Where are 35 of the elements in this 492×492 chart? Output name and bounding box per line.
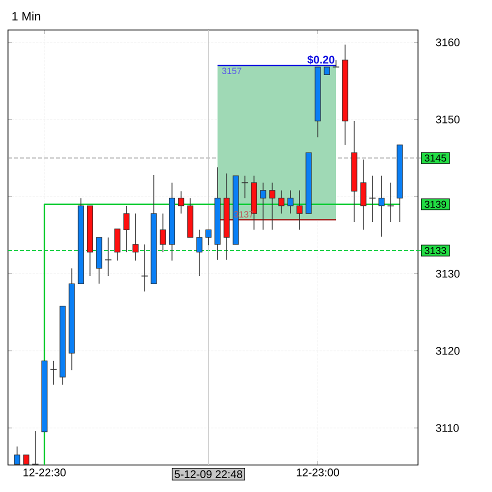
chart-title: 1 Min (12, 12, 40, 20)
ref-line-label: 3133 (424, 247, 446, 254)
candlestick (14, 446, 20, 465)
candlestick (104, 237, 112, 276)
y-tick-label: 3160 (436, 38, 460, 46)
candlestick (378, 175, 385, 238)
candlestick (160, 213, 166, 253)
candlestick (387, 182, 394, 222)
y-tick-label: 3110 (436, 424, 459, 432)
candlestick (260, 182, 266, 230)
annotation: 3157 (222, 68, 242, 74)
ref-line-label: 5-12-09 22:48 (174, 470, 242, 478)
candlestick (141, 244, 148, 292)
x-tick-label: 12-23:00 (296, 468, 340, 476)
candlestick (287, 190, 294, 214)
candlestick (360, 159, 366, 230)
candlestick (178, 190, 184, 214)
candlestick (296, 190, 303, 230)
x-tick-label: 12-22:30 (24, 468, 66, 476)
y-tick-label: 3120 (436, 346, 460, 355)
candlestick (196, 229, 202, 276)
candlestick (50, 360, 58, 386)
text: 3139 (424, 200, 446, 208)
y-tick-label: 3130 (436, 270, 460, 278)
annotation: $0.20 (307, 55, 334, 64)
candlestick (278, 190, 284, 214)
candlestick (23, 454, 30, 465)
candlestick (269, 182, 276, 230)
candlestick (114, 228, 120, 262)
candlestick (132, 213, 139, 262)
candlestick (368, 175, 376, 222)
y-tick-label: 3150 (436, 116, 460, 124)
candlestick (205, 229, 212, 246)
ref-line-label: 3145 (424, 154, 446, 162)
candlestick (123, 205, 130, 253)
